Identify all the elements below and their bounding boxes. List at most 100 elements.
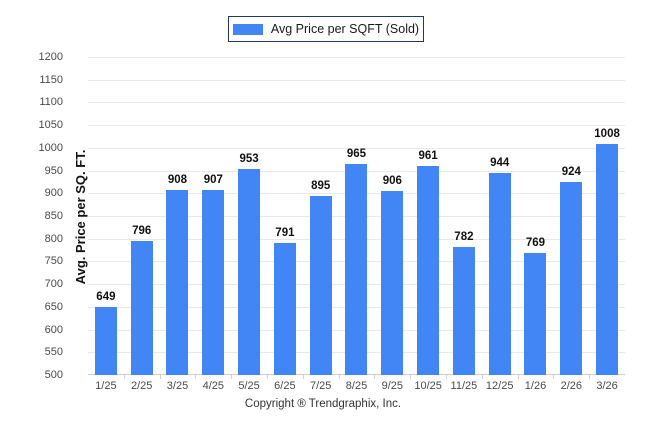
bar-group: [410, 165, 446, 375]
x-axis-tick-label: 9/25: [381, 380, 404, 392]
y-axis-tick-label: 900: [44, 187, 63, 200]
bar-value-label: 769: [525, 236, 546, 249]
bar-group: [303, 195, 339, 375]
x-axis-tick: [123, 375, 125, 379]
y-axis-tick-label: 850: [44, 210, 63, 222]
bar-group: [195, 190, 231, 375]
bar[interactable]: [130, 240, 153, 375]
y-axis-tick-label: 1050: [38, 119, 63, 132]
bar-value-label: 907: [203, 174, 223, 187]
x-axis-tick-label: 12/25: [485, 380, 514, 392]
y-axis-tick-label: 1000: [38, 141, 63, 154]
bar[interactable]: [309, 195, 332, 375]
bar[interactable]: [94, 307, 117, 375]
bar-value-label: 791: [275, 226, 295, 239]
x-axis-tick-label: 2/25: [130, 380, 153, 392]
y-axis-tick-label: 500: [44, 369, 63, 381]
x-axis-tick: [231, 375, 233, 379]
bar-group: [231, 169, 267, 375]
gridline: [88, 102, 625, 104]
y-axis-tick-label: 650: [44, 300, 63, 313]
x-axis-tick-label: 8/25: [345, 380, 368, 392]
bar-group: [553, 182, 589, 375]
bar[interactable]: [524, 252, 547, 375]
x-axis-tick-label: 3/25: [166, 380, 189, 392]
bar[interactable]: [202, 190, 225, 375]
bar[interactable]: [560, 182, 583, 375]
gridline: [88, 57, 625, 58]
bar-group: [589, 144, 625, 375]
legend-color-swatch: [232, 23, 263, 35]
bar-value-label: 796: [132, 224, 152, 237]
x-axis-tick-label: 1/26: [524, 380, 547, 392]
chart-legend: Avg Price per SQFT (Sold): [228, 16, 424, 42]
y-axis-tick-label: 550: [44, 346, 63, 359]
bar-value-label: 895: [311, 179, 331, 192]
x-axis-tick: [195, 375, 197, 379]
x-axis-tick-label: 1/25: [95, 380, 117, 392]
bar[interactable]: [166, 189, 189, 375]
y-axis-tick-label: 700: [44, 278, 63, 291]
x-axis-tick: [517, 375, 519, 379]
bar-value-label: 953: [239, 153, 259, 166]
x-axis-tick-label: 2/26: [560, 380, 583, 392]
x-axis-tick: [302, 375, 304, 379]
bar-value-label: 906: [382, 174, 402, 187]
plot-area: 500 550 600 650 700 750 800 850 900 950 1000 1050 11…: [39, 51, 625, 381]
legend-label: Avg Price per SQFT (Sold): [270, 22, 420, 36]
x-axis-tick-label: 5/25: [238, 380, 260, 392]
y-axis-tick-label: 750: [44, 255, 63, 268]
bar[interactable]: [381, 190, 404, 375]
x-axis-tick: [446, 375, 447, 379]
bar[interactable]: [273, 242, 296, 375]
x-axis-tick: [410, 375, 412, 379]
x-axis-tick: [374, 375, 376, 379]
bar[interactable]: [345, 163, 368, 375]
bar-value-label: 961: [418, 149, 438, 162]
bar-group: [124, 240, 160, 375]
bar-group: [88, 307, 124, 375]
x-axis-tick-label: 3/26: [596, 380, 618, 392]
y-axis-tick-label: 1200: [38, 51, 63, 63]
x-axis-tick-label: 11/25: [450, 380, 478, 392]
bar-group: [446, 246, 482, 375]
x-axis-tick-label: 6/25: [274, 380, 296, 392]
x-axis-tick-label: 10/25: [414, 380, 442, 392]
gridline: [88, 125, 625, 127]
y-axis-title: Avg. Price per SQ. FT.: [72, 149, 88, 285]
bar-value-label: 924: [561, 166, 581, 179]
bar-value-label: 944: [490, 157, 510, 170]
x-axis-tick-label: 7/25: [309, 380, 332, 392]
y-axis-tick-label: 800: [44, 232, 63, 245]
bar-group: [267, 242, 303, 375]
copyright-notice: Copyright ® Trendgraphix, Inc.: [244, 398, 402, 410]
y-axis-tick-label: 1150: [39, 73, 63, 86]
x-axis-tick-label: 4/25: [202, 380, 225, 392]
bar[interactable]: [488, 173, 511, 375]
bar-group: [482, 173, 518, 375]
bar-value-label: 965: [346, 147, 367, 160]
y-axis-tick-label: 950: [44, 164, 63, 177]
y-axis-tick-label: 600: [44, 323, 63, 336]
bar[interactable]: [417, 165, 440, 375]
bar[interactable]: [596, 144, 619, 375]
gridline: [88, 79, 625, 81]
x-axis-tick: [159, 375, 161, 379]
bar-value-label: 1008: [594, 128, 620, 141]
bar-value-label: 782: [454, 230, 474, 243]
bar-group: [160, 189, 196, 375]
x-axis-tick: [553, 375, 555, 379]
x-axis-tick: [338, 375, 340, 379]
bar[interactable]: [452, 246, 475, 375]
x-axis-tick: [481, 375, 483, 379]
gridline: [88, 147, 625, 149]
bar-value-label: 649: [96, 291, 116, 304]
y-axis-tick-label: 1100: [39, 96, 63, 109]
bar[interactable]: [238, 169, 261, 375]
x-axis-tick: [589, 375, 591, 379]
x-axis-tick: [267, 375, 268, 379]
bar-group: [339, 163, 375, 375]
bar-group: [518, 252, 554, 375]
bar-group: [374, 190, 410, 375]
